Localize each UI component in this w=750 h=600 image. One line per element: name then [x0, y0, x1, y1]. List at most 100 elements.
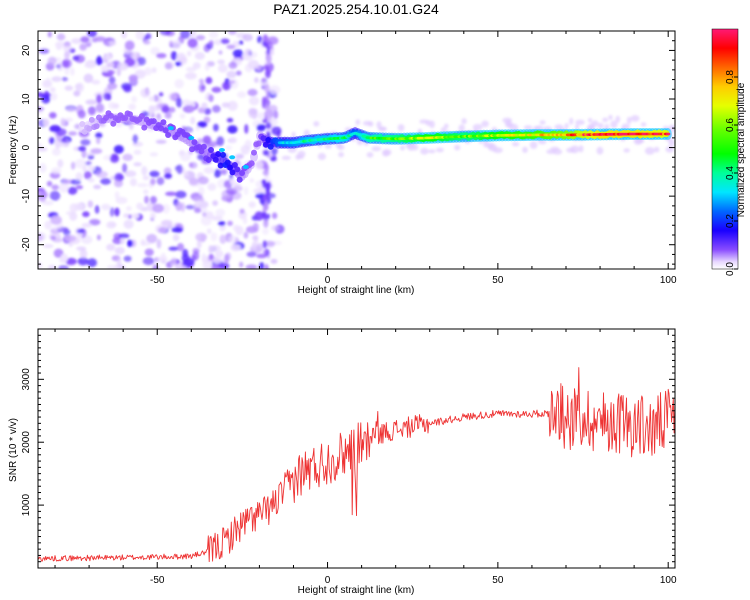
- heatmap-cell: [115, 196, 128, 204]
- heatmap-cell: [172, 234, 180, 242]
- heatmap-cell: [114, 246, 125, 255]
- heatmap-cell: [83, 73, 94, 84]
- heatmap-cell: [95, 103, 105, 113]
- heatmap-cell: [94, 205, 100, 214]
- heatmap-cell: [232, 185, 243, 192]
- heatmap-cell: [49, 87, 56, 93]
- heatmap-cell: [81, 223, 93, 228]
- chart-title: PAZ1.2025.254.10.01.G24: [273, 1, 439, 17]
- snr-axes-frame: [37, 328, 676, 569]
- ridge-mid: [162, 127, 169, 134]
- y-tick-label: 1000: [21, 494, 32, 517]
- heatmap-cell: [226, 44, 236, 50]
- heatmap-cell: [587, 118, 593, 123]
- heatmap-cell: [160, 252, 166, 261]
- heatmap-cell: [281, 155, 291, 160]
- heatmap-cell: [366, 152, 374, 158]
- x-tick-label: 100: [660, 575, 677, 586]
- heatmap-cell: [117, 174, 124, 181]
- ridge-blob: [229, 155, 236, 160]
- heatmap-cell: [502, 117, 513, 124]
- heatmap-cell: [208, 245, 213, 254]
- heatmap-cell: [143, 189, 149, 195]
- heatmap-cell: [63, 45, 73, 53]
- heatmap-cell: [43, 118, 50, 127]
- heatmap-cell: [295, 154, 301, 160]
- heatmap-cell: [183, 171, 189, 177]
- heatmap-cell: [39, 163, 47, 173]
- heatmap-cell: [94, 36, 106, 42]
- heatmap-marks: [38, 31, 675, 269]
- heatmap-cell: [64, 85, 74, 91]
- heatmap-cell: [140, 88, 151, 98]
- ridge-blob: [167, 126, 174, 131]
- heatmap-cell: [116, 257, 122, 267]
- heatmap-cell: [243, 231, 249, 239]
- snr-series-line: [38, 367, 675, 563]
- heatmap-cell: [212, 105, 221, 113]
- heatmap-cell: [210, 244, 221, 252]
- spectrogram-panel: -50 0 50 100 -20 -10 0 10 20 Height of straight …: [8, 30, 677, 296]
- heatmap-cell: [269, 85, 281, 95]
- colorbar-label: Normalized spectral amplitude: [736, 82, 747, 217]
- x-tick-label: 100: [660, 275, 677, 286]
- ridge-blob: [188, 135, 195, 140]
- heatmap-cell: [114, 207, 120, 217]
- heatmap-cell: [244, 139, 252, 150]
- heatmap-cell: [149, 152, 159, 157]
- heatmap-cell: [188, 177, 199, 186]
- heatmap-cell: [242, 217, 248, 225]
- heatmap-cell: [48, 264, 57, 269]
- ridge-mid: [122, 115, 129, 121]
- heatmap-cell: [38, 92, 44, 98]
- heatmap-cell: [198, 82, 206, 93]
- heatmap-cell: [51, 184, 59, 191]
- heatmap-cell: [182, 258, 195, 267]
- heatmap-cell: [103, 92, 111, 101]
- heatmap-cell: [70, 67, 75, 76]
- heatmap-cell: [151, 67, 157, 73]
- heatmap-cell: [122, 153, 133, 161]
- heatmap-cell: [201, 253, 206, 261]
- heatmap-cell: [265, 66, 270, 71]
- heatmap-cell: [132, 134, 138, 144]
- heatmap-cell: [106, 243, 116, 251]
- heatmap-cell: [564, 123, 569, 129]
- heatmap-cell: [59, 138, 68, 143]
- heatmap-cell: [249, 178, 255, 183]
- ridge-mid: [215, 151, 222, 157]
- heatmap-cell: [271, 126, 282, 136]
- heatmap-cell: [41, 94, 51, 104]
- heatmap-cell: [591, 120, 599, 127]
- heatmap-cell: [85, 99, 98, 105]
- heatmap-cell: [238, 40, 244, 45]
- heatmap-cell: [38, 106, 45, 112]
- heatmap-cell: [263, 202, 269, 211]
- heatmap-cell: [38, 262, 43, 268]
- heatmap-cell: [91, 79, 101, 85]
- heatmap-cell: [123, 85, 132, 93]
- heatmap-cell: [194, 52, 205, 60]
- heatmap-cell: [144, 195, 149, 204]
- heatmap-cell: [77, 232, 83, 238]
- heatmap-cell: [202, 135, 212, 145]
- heatmap-cell: [317, 152, 326, 161]
- heatmap-cell: [264, 83, 270, 94]
- heatmap-cell: [253, 188, 262, 194]
- heatmap-cell: [137, 183, 148, 188]
- heatmap-cell: [131, 213, 140, 219]
- heatmap-cell: [210, 232, 218, 242]
- ridge-mid: [260, 135, 267, 142]
- heatmap-cell: [203, 108, 212, 115]
- heatmap-cell: [120, 237, 125, 245]
- heatmap-cell: [539, 120, 546, 125]
- heatmap-cell: [246, 251, 257, 258]
- ridge-mid: [141, 124, 148, 131]
- colorbar-gradient: [712, 29, 738, 269]
- heatmap-cell: [72, 55, 80, 61]
- heatmap-cell: [130, 51, 140, 60]
- heatmap-cell: [202, 212, 207, 217]
- heatmap-cell: [71, 38, 83, 44]
- heatmap-cell: [220, 169, 228, 176]
- ridge-mid: [115, 117, 122, 123]
